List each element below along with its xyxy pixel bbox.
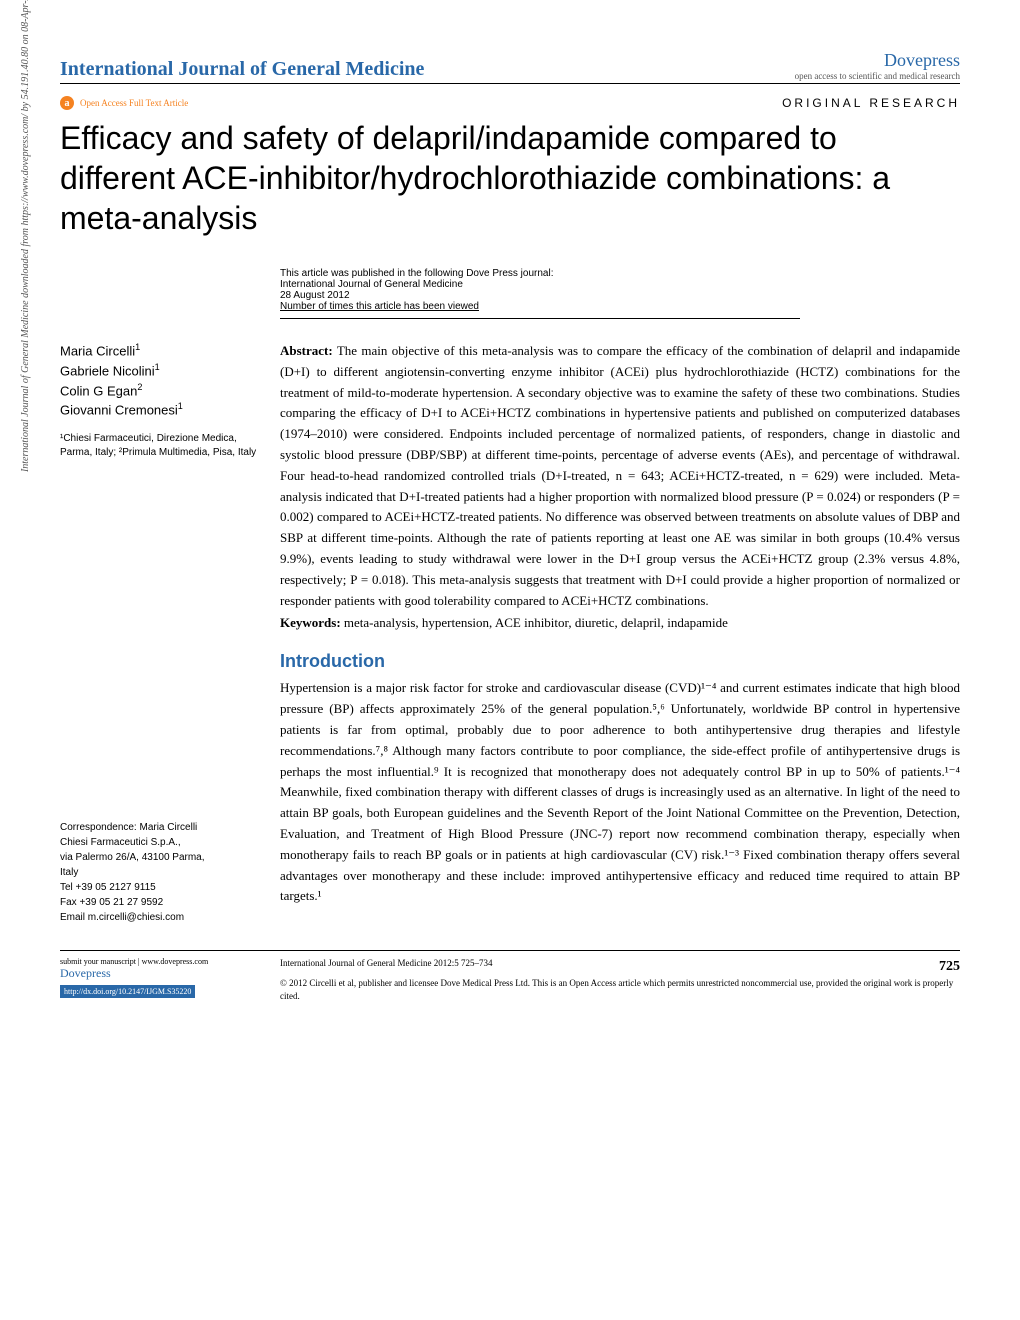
page-header: International Journal of General Medicin… — [60, 50, 960, 84]
pub-journal-line: This article was published in the follow… — [280, 268, 800, 279]
correspondence-fax: Fax +39 05 21 27 9592 — [60, 895, 260, 910]
affiliations: ¹Chiesi Farmaceutici, Direzione Medica, … — [60, 432, 260, 460]
pub-journal-name: International Journal of General Medicin… — [280, 279, 800, 290]
submit-manuscript-link[interactable]: submit your manuscript | www.dovepress.c… — [60, 957, 260, 966]
content-column: Abstract: The main objective of this met… — [280, 341, 960, 925]
publisher-block: Dovepress open access to scientific and … — [795, 50, 960, 81]
author-column: Maria Circelli1 Gabriele Nicolini1 Colin… — [60, 341, 260, 925]
copyright-text: © 2012 Circelli et al, publisher and lic… — [280, 977, 960, 1002]
keywords: Keywords: meta-analysis, hypertension, A… — [280, 615, 960, 631]
journal-name: International Journal of General Medicin… — [60, 58, 424, 81]
keywords-text: meta-analysis, hypertension, ACE inhibit… — [341, 615, 728, 630]
doi-link[interactable]: http://dx.doi.org/10.2147/IJGM.S35220 — [60, 985, 195, 998]
abstract: Abstract: The main objective of this met… — [280, 341, 960, 611]
page-footer: submit your manuscript | www.dovepress.c… — [60, 950, 960, 1002]
correspondence-block: Correspondence: Maria Circelli Chiesi Fa… — [60, 820, 260, 925]
open-access-label[interactable]: Open Access Full Text Article — [80, 98, 188, 108]
author-4: Giovanni Cremonesi1 — [60, 400, 260, 420]
article-type: ORIGINAL RESEARCH — [782, 96, 960, 110]
publication-info: This article was published in the follow… — [280, 268, 800, 319]
correspondence-label: Correspondence: Maria Circelli — [60, 820, 260, 835]
open-access-row: a Open Access Full Text Article ORIGINAL… — [60, 96, 960, 110]
abstract-label: Abstract: — [280, 343, 333, 358]
correspondence-email: Email m.circelli@chiesi.com — [60, 910, 260, 925]
introduction-heading: Introduction — [280, 651, 960, 672]
correspondence-org: Chiesi Farmaceutici S.p.A., — [60, 835, 260, 850]
publisher-tagline: open access to scientific and medical re… — [795, 71, 960, 81]
open-access-icon: a — [60, 96, 74, 110]
abstract-text: The main objective of this meta-analysis… — [280, 343, 960, 608]
page-number: 725 — [939, 957, 960, 977]
correspondence-addr: via Palermo 26/A, 43100 Parma, — [60, 850, 260, 865]
publisher-name[interactable]: Dovepress — [795, 50, 960, 71]
author-2: Gabriele Nicolini1 — [60, 361, 260, 381]
pub-date: 28 August 2012 — [280, 290, 800, 301]
citation-text: International Journal of General Medicin… — [280, 957, 492, 977]
correspondence-country: Italy — [60, 865, 260, 880]
view-count-link[interactable]: Number of times this article has been vi… — [280, 301, 800, 312]
keywords-label: Keywords: — [280, 615, 341, 630]
footer-publisher[interactable]: Dovepress — [60, 966, 260, 981]
author-1: Maria Circelli1 — [60, 341, 260, 361]
download-attribution: International Journal of General Medicin… — [20, 0, 31, 480]
article-title: Efficacy and safety of delapril/indapami… — [60, 118, 960, 238]
introduction-text: Hypertension is a major risk factor for … — [280, 678, 960, 907]
author-3: Colin G Egan2 — [60, 381, 260, 401]
correspondence-tel: Tel +39 05 2127 9115 — [60, 880, 260, 895]
